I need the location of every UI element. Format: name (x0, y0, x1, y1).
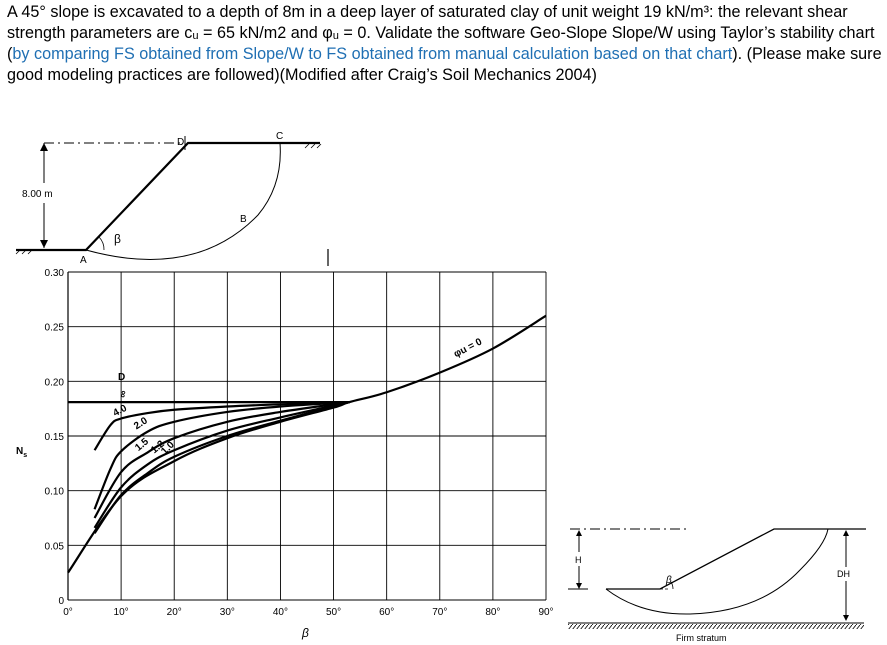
height-label: 8.00 m (22, 189, 53, 200)
dh-arrow-up (843, 530, 849, 536)
slope-profile-2 (606, 528, 866, 590)
point-c-label: C (276, 131, 283, 142)
x-tick-label: 90° (538, 607, 553, 618)
firm-stratum-hatch (568, 624, 864, 629)
x-axis-label: β (301, 626, 309, 640)
point-d-label: D (177, 137, 184, 148)
y-tick-label: 0.20 (45, 377, 65, 388)
series-line-2 (93, 401, 350, 451)
slip-circle (85, 142, 281, 260)
point-b-label: B (240, 214, 247, 225)
x-tick-label: 0° (63, 607, 73, 618)
y-tick-label: 0.10 (45, 487, 65, 498)
x-tick-label: 30° (220, 607, 235, 618)
slope-angle-arc (98, 236, 105, 251)
depth-factor-figure: β H DH Firm stratum (568, 528, 866, 643)
x-tick-label: 60° (379, 607, 394, 618)
slope-ground-profile (16, 141, 320, 252)
problem-text-end: ). (Please make sure good modeling pract… (7, 45, 882, 84)
chart-grid (67, 271, 547, 601)
x-tick-label: 10° (114, 607, 129, 618)
x-tick-label: 20° (167, 607, 182, 618)
slope-angle-label: β (114, 232, 121, 246)
curve-d-marker: D (118, 372, 125, 383)
problem-statement: A 45° slope is excavated to a depth of 8… (7, 2, 885, 86)
chart-tick-labels: 0° 10° 20° 30° 40° 50° 60° 70° 80° 90° 0 0.05 0.10 0.… (45, 268, 554, 618)
deep-slip-circle (605, 528, 829, 615)
dh-arrow-down (843, 615, 849, 621)
x-tick-label: 40° (273, 607, 288, 618)
curve-label-1: ∞ (118, 390, 130, 399)
h-arrow-down (576, 583, 582, 589)
point-a-label: A (80, 255, 87, 266)
series-line-3 (93, 401, 350, 510)
series-line-6 (93, 401, 350, 534)
curve-label-0: φu = 0 (452, 336, 484, 360)
h-label: H (575, 555, 582, 565)
y-tick-label: 0 (58, 596, 64, 607)
angle-label-2: β (665, 575, 672, 586)
h-arrow-up (576, 530, 582, 536)
x-tick-label: 50° (326, 607, 341, 618)
dimension-arrow-up (40, 143, 48, 151)
series-line-0 (67, 314, 547, 574)
y-axis-label: Ns (16, 446, 27, 459)
y-tick-label: 0.30 (45, 268, 65, 279)
problem-text-start: A 45° slope is excavated to a depth of 8… (7, 3, 875, 63)
dimension-arrow-down (40, 240, 48, 248)
taylor-stability-chart: 0° 10° 20° 30° 40° 50° 60° 70° 80° 90° 0 0.05 0.10 0.… (16, 268, 554, 640)
angle-arc-2 (670, 581, 674, 590)
dh-label: DH (837, 569, 850, 579)
problem-link-text[interactable]: by comparing FS obtained from Slope/W to… (12, 45, 733, 63)
ground-hatch (15, 143, 322, 255)
x-tick-label: 80° (485, 607, 500, 618)
slope-figure: 8.00 m β A B C D (15, 131, 329, 266)
x-tick-label: 70° (432, 607, 447, 618)
curve-label-3: 2.0 (132, 415, 150, 432)
y-tick-label: 0.05 (45, 541, 65, 552)
y-tick-label: 0.15 (45, 432, 65, 443)
chart-series: φu = 0∞4.02.01.51.21.0 (67, 314, 547, 574)
series-line-5 (93, 401, 350, 529)
series-line-4 (93, 401, 350, 519)
firm-stratum-label: Firm stratum (676, 633, 727, 643)
y-tick-label: 0.25 (45, 323, 65, 334)
